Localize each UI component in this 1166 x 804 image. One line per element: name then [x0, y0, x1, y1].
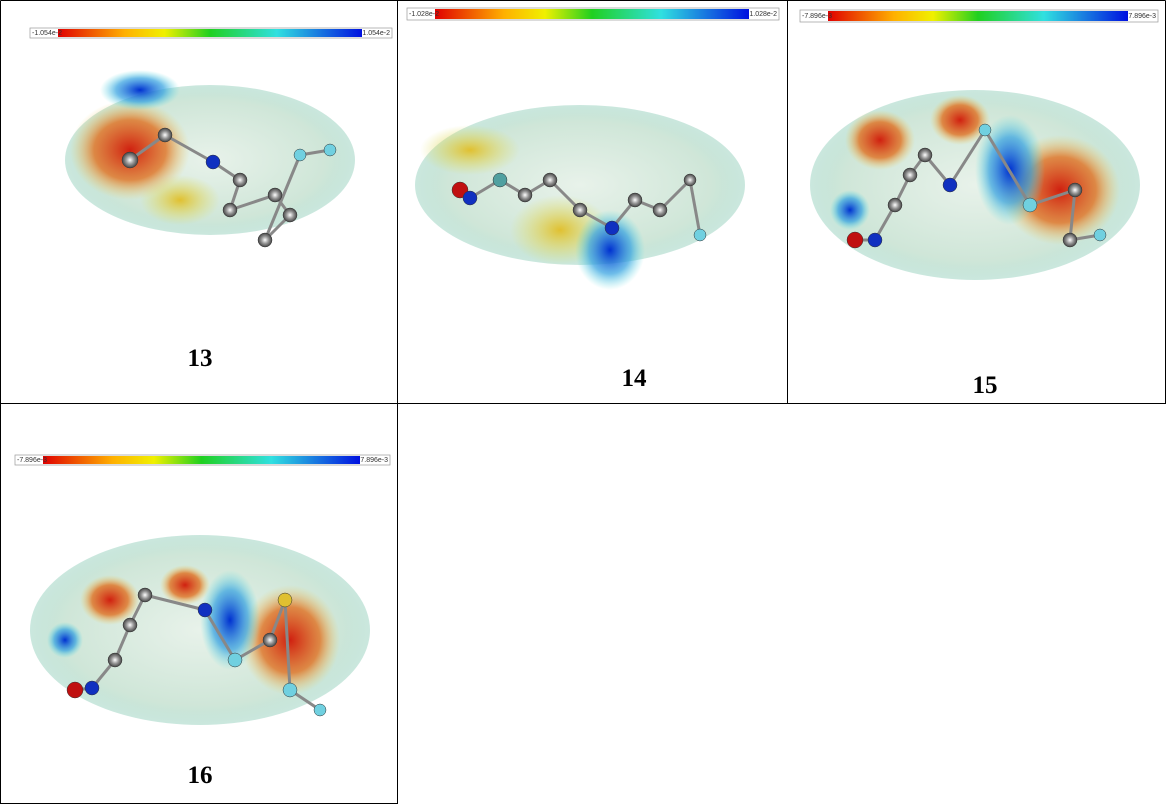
atom — [314, 704, 326, 716]
atom — [979, 124, 991, 136]
compound-number: 13 — [188, 345, 213, 372]
color-bar — [43, 456, 360, 464]
color-bar — [58, 29, 362, 37]
color-bar — [435, 9, 749, 19]
scale-max: 7.896e-3 — [360, 457, 388, 464]
scale-min: -7.896e-3 — [17, 457, 47, 464]
atom — [283, 208, 297, 222]
scale-max: 1.054e-2 — [362, 30, 390, 37]
atom — [198, 603, 212, 617]
atom — [605, 221, 619, 235]
scale-min: -7.896e-3 — [802, 13, 832, 20]
atom — [158, 128, 172, 142]
atom — [868, 233, 882, 247]
atom — [694, 229, 706, 241]
atom — [684, 174, 696, 186]
atom — [206, 155, 220, 169]
atom — [463, 191, 477, 205]
potential-region — [80, 575, 140, 625]
atom — [108, 653, 122, 667]
atom — [903, 168, 917, 182]
atom — [67, 682, 83, 698]
potential-region — [47, 622, 83, 658]
atom — [263, 633, 277, 647]
potential-region — [100, 70, 180, 110]
atom — [943, 178, 957, 192]
atom — [1063, 233, 1077, 247]
atom — [122, 152, 138, 168]
atom — [283, 683, 297, 697]
atom — [493, 173, 507, 187]
atom — [518, 188, 532, 202]
atom — [628, 193, 642, 207]
atom — [573, 203, 587, 217]
atom — [278, 593, 292, 607]
atom — [294, 149, 306, 161]
potential-region — [845, 110, 915, 170]
potential-region — [160, 565, 210, 605]
figure: -1.054e-2 1.054e-2 13 -1.028e-2 1.028e-2 14 -7… — [0, 0, 1166, 804]
potential-region — [70, 100, 190, 200]
color-bar — [828, 11, 1128, 21]
atom — [888, 198, 902, 212]
atom — [138, 588, 152, 602]
compound-number: 15 — [973, 372, 998, 399]
potential-region — [830, 190, 870, 230]
atom — [653, 203, 667, 217]
atom — [268, 188, 282, 202]
compound-number: 16 — [188, 762, 213, 789]
compound-number: 14 — [622, 365, 648, 392]
atom — [1068, 183, 1082, 197]
scale-min: -1.028e-2 — [409, 11, 439, 18]
atom — [228, 653, 242, 667]
scale-min: -1.054e-2 — [32, 30, 62, 37]
scale-max: 1.028e-2 — [749, 11, 777, 18]
atom — [1023, 198, 1037, 212]
atom — [258, 233, 272, 247]
scale-max: 7.896e-3 — [1128, 13, 1156, 20]
atom — [847, 232, 863, 248]
atom — [543, 173, 557, 187]
atom — [1094, 229, 1106, 241]
atom — [85, 681, 99, 695]
atom — [223, 203, 237, 217]
atom — [918, 148, 932, 162]
atom — [123, 618, 137, 632]
atom — [324, 144, 336, 156]
atom — [233, 173, 247, 187]
potential-region — [420, 125, 520, 175]
